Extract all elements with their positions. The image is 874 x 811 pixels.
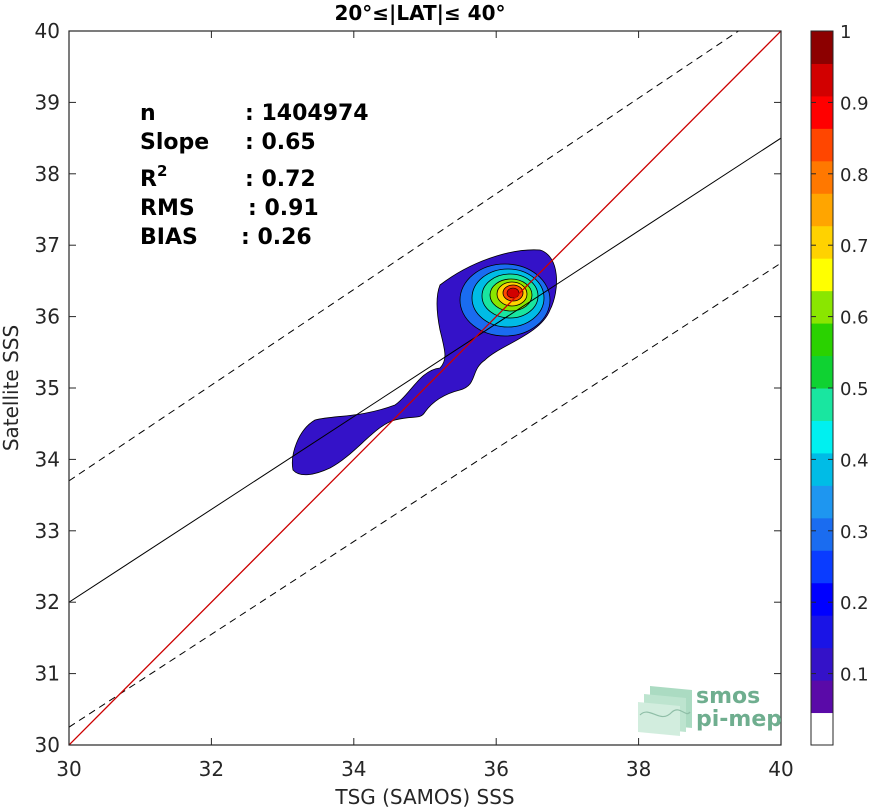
- reference-lines: [69, 31, 781, 745]
- stat-label: RMS: [140, 196, 195, 221]
- y-axis-label: Satellite SSS: [0, 325, 23, 451]
- colorbar-tick-label: 0.5: [840, 379, 869, 400]
- stat-value: : 0.26: [241, 225, 312, 250]
- smos-pimep-logo: smos pi-mep: [638, 684, 782, 736]
- identity-line: [69, 31, 781, 745]
- colorbar-segment: [811, 647, 833, 681]
- stat-value: : 0.91: [248, 196, 319, 221]
- y-tick-label: 30: [35, 733, 60, 757]
- regression-line: [69, 137, 781, 603]
- y-tick-label: 37: [35, 233, 60, 257]
- density-level-8: [506, 287, 520, 299]
- y-tick-label: 40: [35, 19, 60, 43]
- logo-wave-icon: [638, 686, 692, 736]
- y-tick-label: 32: [35, 590, 60, 614]
- y-tick-label: 34: [35, 447, 60, 471]
- colorbar-segment: [811, 225, 833, 259]
- colorbar-segment: [811, 712, 833, 746]
- colorbar-segment: [811, 258, 833, 292]
- stats-annotation: n : 1404974 Slope : 0.65 R2 : 0.72 RMS : 0.91 BI…: [140, 101, 369, 250]
- colorbar-tick-label: 0.4: [840, 450, 869, 471]
- x-tick-label: 30: [56, 757, 81, 781]
- density-contours: [291, 249, 557, 476]
- x-tick-label: 32: [199, 757, 224, 781]
- colorbar-segment: [811, 160, 833, 194]
- colorbar-segment: [811, 517, 833, 551]
- colorbar-segment: [811, 388, 833, 421]
- y-tick-label: 36: [35, 305, 60, 329]
- stat-label: BIAS: [140, 225, 198, 250]
- colorbar-tick-label: 0.8: [840, 165, 869, 186]
- x-tick-label: 40: [768, 757, 793, 781]
- colorbar-tick-label: 0.1: [840, 665, 869, 686]
- colorbar-segment: [811, 323, 833, 357]
- colorbar-segment: [811, 128, 833, 162]
- colorbar-tick-label: 0.7: [840, 236, 869, 257]
- stat-value: : 1404974: [245, 101, 369, 126]
- chart-title: 20°≤|LAT|≤ 40°: [334, 1, 505, 25]
- colorbar-segment: [811, 31, 833, 64]
- colorbar-tick-label: 1: [840, 22, 851, 43]
- lower-bound-line: [69, 262, 781, 728]
- colorbar-segment: [811, 290, 833, 324]
- colorbar-tick-label: 0.2: [840, 593, 869, 614]
- y-tick-label: 33: [35, 519, 60, 543]
- x-tick-label: 36: [483, 757, 508, 781]
- x-axis: 30 32 34 36 38 40: [56, 31, 794, 781]
- x-axis-label: TSG (SAMOS) SSS: [334, 785, 514, 809]
- colorbar-segment: [811, 452, 833, 486]
- logo-line-2: pi-mep: [696, 707, 782, 732]
- colorbar-segment: [811, 680, 833, 714]
- colorbar: 0.1 0.2 0.3 0.4 0.5 0.6 0.7 0.8 0.9 1: [810, 22, 869, 746]
- stat-label-superscript: 2: [157, 162, 167, 180]
- stat-value: : 0.65: [245, 130, 316, 155]
- colorbar-segment: [811, 95, 833, 129]
- y-tick-label: 31: [35, 662, 60, 686]
- stat-label: R2: [140, 162, 167, 192]
- x-tick-label: 34: [341, 757, 366, 781]
- logo-line-1: smos: [696, 684, 760, 709]
- y-tick-label: 39: [35, 90, 60, 114]
- upper-bound-line: [69, 31, 740, 482]
- colorbar-segment: [811, 485, 833, 519]
- colorbar-segment: [811, 615, 833, 649]
- y-tick-label: 35: [35, 376, 60, 400]
- colorbar-segment: [811, 420, 833, 454]
- y-axis: 30 31 32 33 34 35 36 37 38 39 40: [35, 19, 781, 757]
- colorbar-tick-label: 0.3: [840, 522, 869, 543]
- x-tick-label: 38: [626, 757, 651, 781]
- colorbar-tick-label: 0.6: [840, 308, 869, 329]
- stat-label: n: [140, 101, 156, 126]
- colorbar-segment: [811, 355, 833, 389]
- colorbar-segment: [811, 582, 833, 616]
- colorbar-tick-label: 0.9: [840, 93, 869, 114]
- colorbar-segment: [811, 550, 833, 584]
- colorbar-segment: [811, 193, 833, 227]
- stat-label: Slope: [140, 130, 209, 155]
- colorbar-segment: [811, 63, 833, 97]
- stat-value: : 0.72: [245, 167, 316, 192]
- y-tick-label: 38: [35, 162, 60, 186]
